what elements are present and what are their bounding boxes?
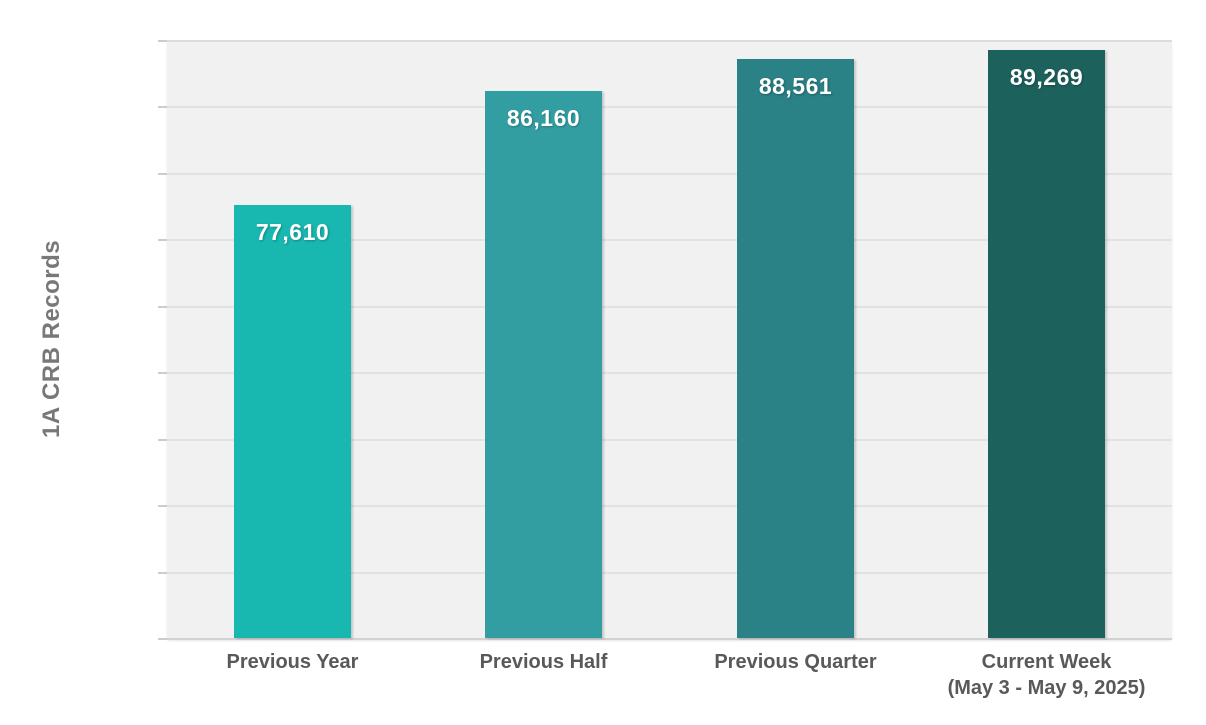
y-axis-tick — [158, 40, 167, 42]
gridline — [167, 505, 1172, 507]
bar-value-label: 77,610 — [255, 219, 330, 245]
y-axis-tick — [158, 173, 167, 175]
bar-value-label: 88,561 — [758, 73, 833, 99]
y-axis-title: 1A CRB Records — [38, 239, 65, 439]
gridline — [167, 40, 1172, 42]
bar-previous-quarter: 88,561 — [737, 59, 854, 638]
gridline — [167, 439, 1172, 441]
y-axis-tick — [158, 306, 167, 308]
bar-value-label: 86,160 — [506, 105, 581, 131]
bar-value-label: 89,269 — [1009, 64, 1084, 90]
y-axis-tick — [158, 505, 167, 507]
y-axis-tick — [158, 638, 167, 640]
y-axis-tick — [158, 439, 167, 441]
gridline — [167, 372, 1172, 374]
gridline — [167, 306, 1172, 308]
x-axis-label: Previous Quarter — [714, 651, 877, 673]
bar-previous-year: 77,610 — [234, 205, 351, 638]
x-axis-line — [167, 638, 1172, 640]
gridline — [167, 173, 1172, 175]
y-axis-tick — [158, 572, 167, 574]
bar-previous-half: 86,160 — [485, 91, 602, 638]
y-axis-tick — [158, 106, 167, 108]
plot-area: 77,610 86,160 88,561 89,269 — [158, 40, 1172, 640]
x-axis-labels: Previous Year Previous Half Previous Quart… — [167, 649, 1172, 715]
gridline — [167, 106, 1172, 108]
gridline — [167, 239, 1172, 241]
gridline — [167, 572, 1172, 574]
x-axis-label: Previous Year — [226, 651, 359, 673]
y-axis-tick — [158, 239, 167, 241]
x-axis-label: Current Week (May 3 - May 9, 2025) — [947, 651, 1146, 699]
bar-current-week: 89,269 — [988, 50, 1105, 638]
x-axis-label: Previous Half — [479, 651, 608, 673]
y-axis-tick — [158, 372, 167, 374]
